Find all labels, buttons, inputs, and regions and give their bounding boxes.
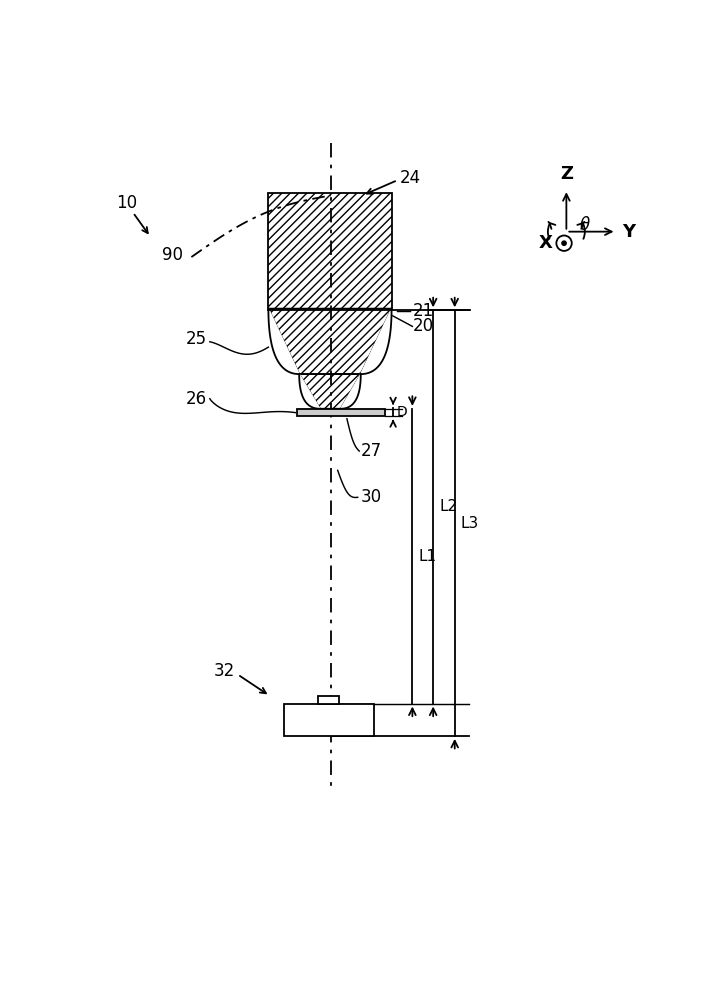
Text: X: X <box>539 234 553 252</box>
Text: 21: 21 <box>412 302 434 320</box>
Bar <box>318 696 339 704</box>
Bar <box>284 704 374 736</box>
Text: L3: L3 <box>461 516 479 531</box>
Polygon shape <box>299 374 320 409</box>
Text: 26: 26 <box>186 390 207 408</box>
Text: Z: Z <box>560 165 573 183</box>
Bar <box>297 409 385 416</box>
Text: 25: 25 <box>186 330 207 348</box>
Text: 10: 10 <box>116 194 137 212</box>
Text: L1: L1 <box>419 549 437 564</box>
Text: θ: θ <box>579 216 590 234</box>
Text: D: D <box>397 405 408 419</box>
Text: 20: 20 <box>412 317 433 335</box>
Polygon shape <box>341 374 361 409</box>
Text: L2: L2 <box>439 499 457 514</box>
Polygon shape <box>361 309 392 374</box>
Text: 30: 30 <box>361 488 382 506</box>
Bar <box>269 193 392 309</box>
Text: Y: Y <box>622 223 636 241</box>
Text: 27: 27 <box>361 442 382 460</box>
Text: 24: 24 <box>399 169 420 187</box>
Polygon shape <box>269 309 392 374</box>
Text: 32: 32 <box>214 662 235 680</box>
Polygon shape <box>299 374 361 409</box>
Polygon shape <box>269 309 299 374</box>
Text: 90: 90 <box>162 246 183 264</box>
Circle shape <box>562 241 566 245</box>
